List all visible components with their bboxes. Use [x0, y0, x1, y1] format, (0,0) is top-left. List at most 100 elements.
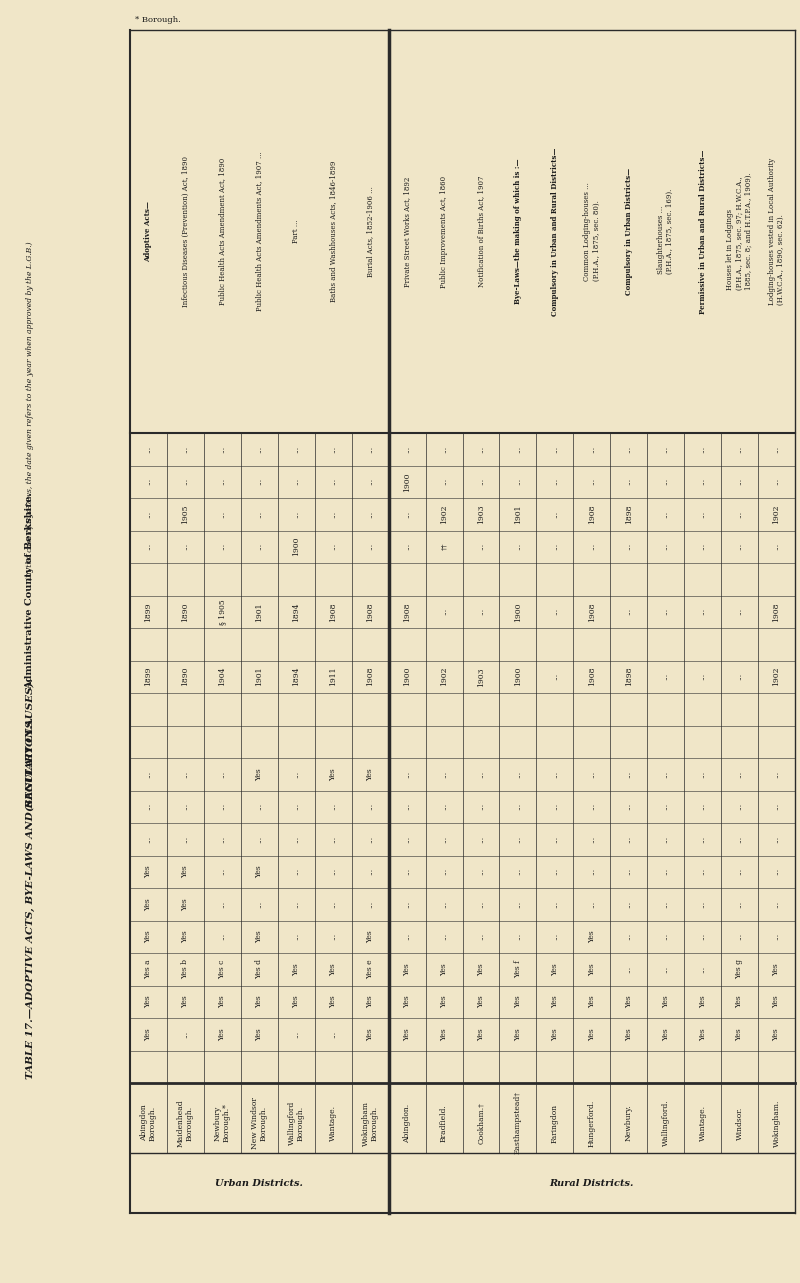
Text: ...: ... — [662, 479, 670, 485]
Text: New Windsor
Borough.: New Windsor Borough. — [250, 1097, 268, 1150]
Text: Yes: Yes — [588, 996, 596, 1008]
Text: ...: ... — [514, 445, 522, 453]
Text: Part ...: Part ... — [292, 219, 300, 244]
Text: ...: ... — [735, 511, 743, 518]
Text: Yes: Yes — [662, 1028, 670, 1041]
Text: ...: ... — [773, 869, 781, 875]
Text: Notification of Births Act, 1907: Notification of Births Act, 1907 — [477, 176, 485, 287]
Text: Baths and Washhouses Acts, 1846-1899: Baths and Washhouses Acts, 1846-1899 — [329, 160, 337, 303]
Text: 1908: 1908 — [329, 602, 337, 621]
Text: 1899: 1899 — [145, 602, 153, 621]
Text: ...: ... — [551, 835, 559, 843]
Text: ...: ... — [625, 543, 633, 550]
Text: Yes: Yes — [735, 996, 743, 1008]
Text: Yes: Yes — [255, 996, 263, 1008]
Text: ...: ... — [625, 803, 633, 811]
Text: ...: ... — [698, 869, 706, 875]
Text: ...: ... — [366, 445, 374, 453]
Text: ...: ... — [403, 445, 411, 453]
Text: Wokingham
Borough.: Wokingham Borough. — [362, 1101, 378, 1146]
Text: ...: ... — [551, 445, 559, 453]
Text: ...: ... — [551, 803, 559, 811]
Text: ...: ... — [698, 835, 706, 843]
Text: ...: ... — [255, 543, 263, 550]
Text: Yes: Yes — [698, 996, 706, 1008]
Text: 1908: 1908 — [773, 602, 781, 621]
Text: ...: ... — [292, 1030, 300, 1038]
Text: Compulsory in Urban and Rural Districts—: Compulsory in Urban and Rural Districts— — [551, 148, 559, 316]
Text: ...: ... — [366, 803, 374, 811]
Text: ††: †† — [440, 543, 448, 550]
Text: ...: ... — [551, 511, 559, 518]
Text: ...: ... — [477, 869, 485, 875]
Text: ...: ... — [329, 803, 337, 811]
Text: ...: ... — [366, 511, 374, 518]
Text: ...: ... — [255, 901, 263, 908]
Text: Yes: Yes — [255, 1028, 263, 1041]
Text: Yes: Yes — [366, 767, 374, 780]
Text: 1899: 1899 — [145, 667, 153, 686]
Text: Permissive in Urban and Rural Districts—: Permissive in Urban and Rural Districts— — [698, 149, 706, 313]
Text: Yes: Yes — [218, 1028, 226, 1041]
Text: Hungerford.: Hungerford. — [588, 1100, 596, 1147]
Text: Public Health Acts Amendments Act, 1907 ...: Public Health Acts Amendments Act, 1907 … — [255, 151, 263, 312]
Text: ...: ... — [735, 869, 743, 875]
Text: Bradfield.: Bradfield. — [440, 1105, 448, 1142]
Text: Yes: Yes — [662, 996, 670, 1008]
Text: Yes: Yes — [403, 996, 411, 1008]
Text: ...: ... — [698, 674, 706, 680]
Text: ...: ... — [588, 835, 596, 843]
Text: ...: ... — [292, 901, 300, 908]
Text: ...: ... — [514, 933, 522, 940]
Text: ...: ... — [292, 445, 300, 453]
Text: ...: ... — [551, 674, 559, 680]
Text: ...: ... — [588, 901, 596, 908]
Text: ...: ... — [735, 543, 743, 550]
Text: Yes: Yes — [403, 962, 411, 975]
Text: ...: ... — [698, 445, 706, 453]
Text: Yes: Yes — [551, 996, 559, 1008]
Text: ...: ... — [698, 966, 706, 973]
Text: ...: ... — [182, 835, 190, 843]
Text: Cookham.†: Cookham.† — [477, 1102, 485, 1144]
Text: ...: ... — [218, 771, 226, 777]
Text: ...: ... — [588, 479, 596, 485]
Text: Yes: Yes — [255, 930, 263, 943]
Text: ...: ... — [551, 869, 559, 875]
Text: (SANITARY CLAUSES).: (SANITARY CLAUSES). — [26, 677, 34, 811]
Text: ...: ... — [218, 835, 226, 843]
Text: Yes: Yes — [588, 930, 596, 943]
Text: * Borough.: * Borough. — [135, 15, 181, 24]
Text: ...: ... — [588, 445, 596, 453]
Text: ...: ... — [698, 511, 706, 518]
Text: ...: ... — [625, 835, 633, 843]
Text: ...: ... — [662, 608, 670, 616]
Text: ...: ... — [662, 901, 670, 908]
Text: ...: ... — [588, 543, 596, 550]
Text: Windsor.: Windsor. — [735, 1106, 743, 1139]
Text: ...: ... — [440, 869, 448, 875]
Text: ...: ... — [255, 479, 263, 485]
Text: Yes: Yes — [588, 1028, 596, 1041]
Text: Yes f: Yes f — [514, 960, 522, 978]
Text: 1890: 1890 — [182, 667, 190, 686]
Text: ...: ... — [551, 933, 559, 940]
Text: Yes: Yes — [477, 962, 485, 975]
Text: ...: ... — [329, 543, 337, 550]
Text: ...: ... — [477, 771, 485, 777]
Text: ...: ... — [773, 771, 781, 777]
Text: Abingdon.: Abingdon. — [403, 1103, 411, 1143]
Text: ...: ... — [182, 479, 190, 485]
Text: ...: ... — [588, 803, 596, 811]
Text: ...: ... — [514, 479, 522, 485]
Text: Lodging-houses vested in Local Authority
(H.W.C.A., 1890, sec. 62).: Lodging-houses vested in Local Authority… — [768, 158, 785, 305]
Text: ...: ... — [588, 869, 596, 875]
Text: ...: ... — [588, 771, 596, 777]
Text: ...: ... — [366, 869, 374, 875]
Text: ...: ... — [403, 543, 411, 550]
Text: ...: ... — [514, 835, 522, 843]
Text: Yes a: Yes a — [145, 960, 153, 979]
Text: ...: ... — [366, 835, 374, 843]
Text: Yes: Yes — [514, 1028, 522, 1041]
Text: 1902: 1902 — [440, 504, 448, 523]
